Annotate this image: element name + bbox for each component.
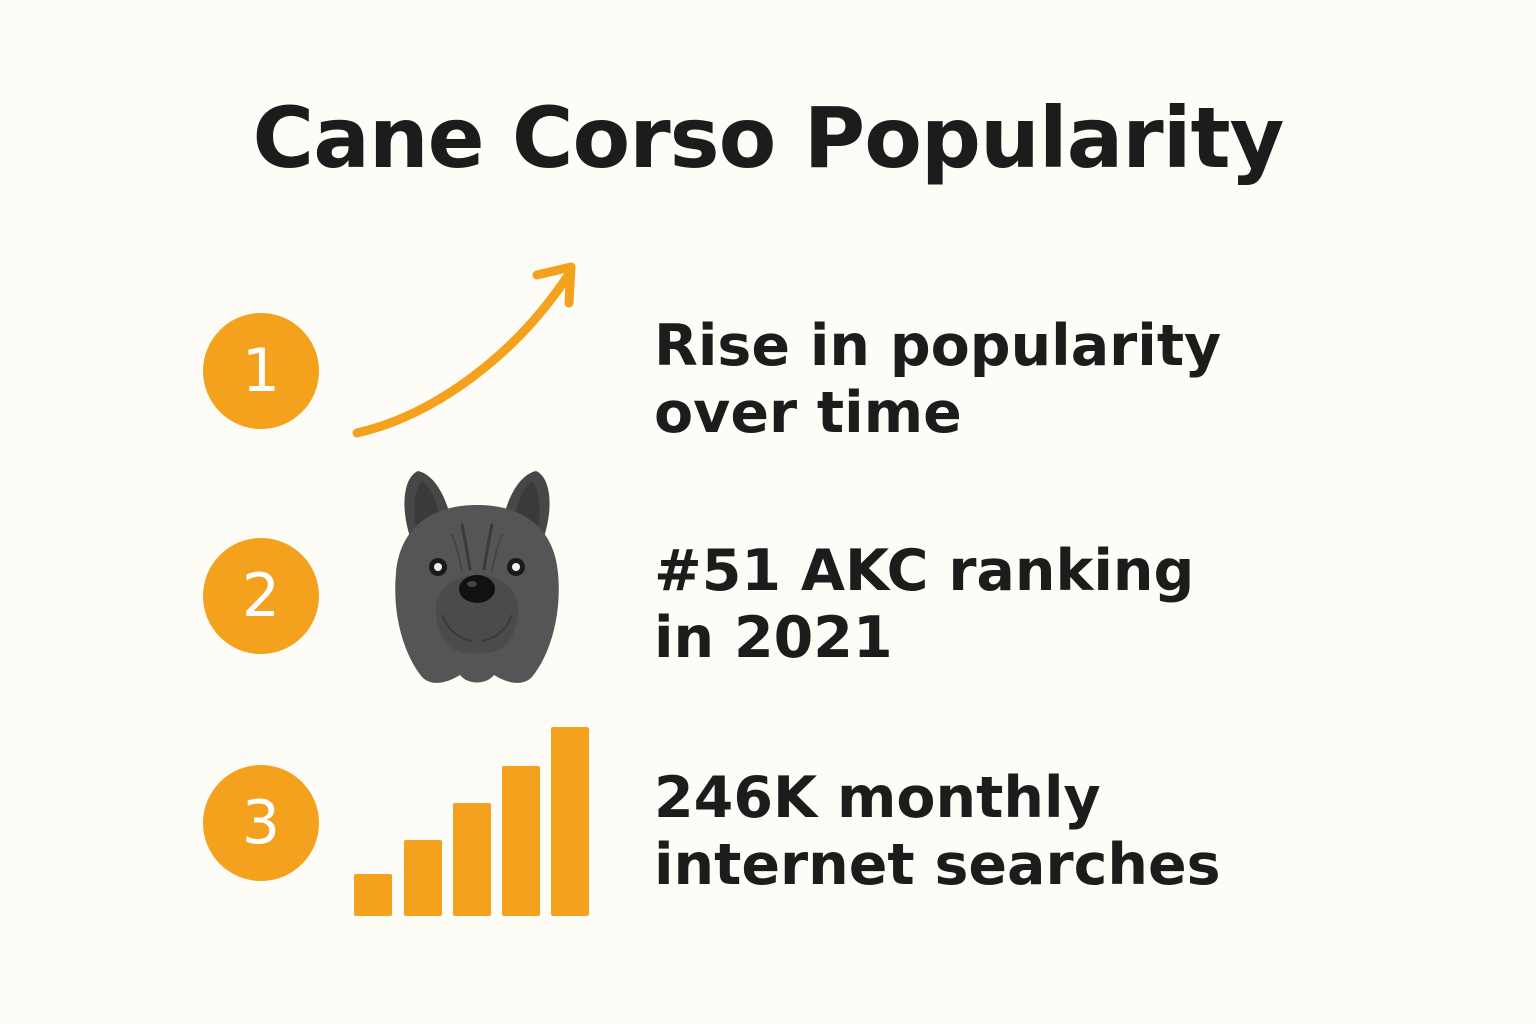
cane-corso-dog-face-icon bbox=[395, 471, 559, 683]
item-label-1-line2: over time bbox=[654, 380, 962, 447]
item-label-2: #51 AKC ranking in 2021 bbox=[654, 538, 1414, 673]
number-badge-1: 1 bbox=[203, 313, 319, 429]
number-badge-2: 2 bbox=[203, 538, 319, 654]
item-label-1: Rise in popularity over time bbox=[654, 313, 1414, 448]
item-label-1-line1: Rise in popularity bbox=[654, 313, 1222, 379]
bar-growth-icon bbox=[354, 727, 589, 916]
item-label-3: 246K monthly internet searches bbox=[654, 765, 1414, 900]
item-label-2-line2: in 2021 bbox=[654, 605, 893, 672]
trend-up-arrow-icon bbox=[352, 262, 576, 438]
item-label-2-line1: #51 AKC ranking bbox=[654, 538, 1195, 604]
number-badge-3: 3 bbox=[203, 765, 319, 881]
item-label-3-line2: internet searches bbox=[654, 832, 1221, 899]
page-title: Cane Corso Popularity bbox=[252, 89, 1285, 187]
item-label-3-line1: 246K monthly bbox=[654, 765, 1101, 831]
